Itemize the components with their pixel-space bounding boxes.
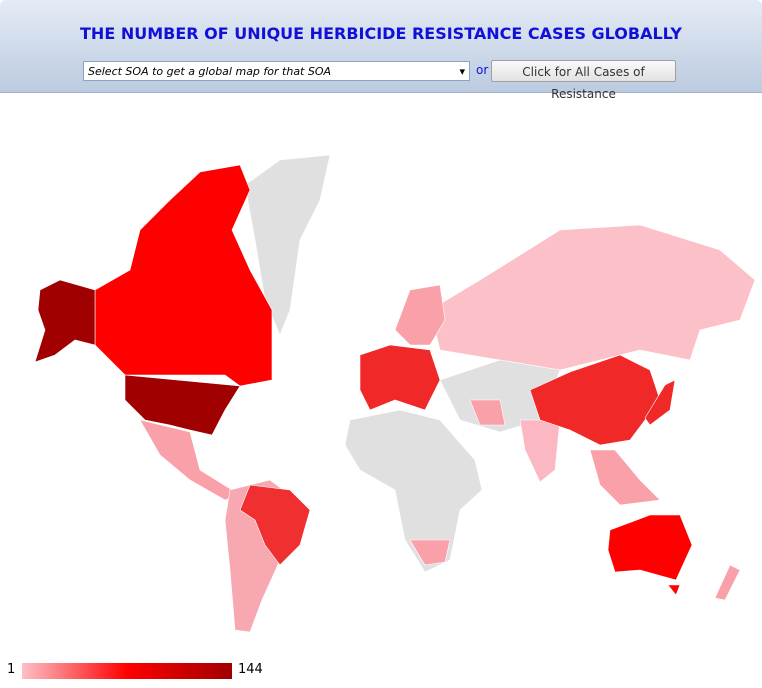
brazil <box>239 484 311 566</box>
canada <box>94 164 273 387</box>
russia <box>429 224 756 371</box>
all-cases-button[interactable]: Click for All Cases of Resistance <box>491 60 676 101</box>
greenland <box>244 154 331 336</box>
iran <box>469 399 506 426</box>
tasmania <box>667 584 681 596</box>
africa <box>344 409 483 573</box>
japan <box>644 379 676 426</box>
usa <box>124 374 241 436</box>
central-america <box>139 419 241 501</box>
legend-bar <box>22 663 232 679</box>
china <box>529 354 661 446</box>
title: THE NUMBER OF UNIQUE HERBICIDE RESISTANC… <box>80 24 682 43</box>
india <box>519 419 561 483</box>
legend-min: 1 <box>7 662 16 677</box>
scandinavia <box>394 284 446 346</box>
australia <box>607 514 693 581</box>
alaska <box>34 279 96 363</box>
new-zealand <box>714 564 741 601</box>
world-map <box>34 154 756 633</box>
soa-select[interactable]: Select SOA to get a global map for that … <box>83 61 470 82</box>
header: THE NUMBER OF UNIQUE HERBICIDE RESISTANC… <box>0 0 762 101</box>
south-africa <box>409 539 451 566</box>
europe <box>359 344 441 411</box>
legend-max: 144 <box>238 662 263 677</box>
or-label: or <box>476 63 489 77</box>
southeast-asia <box>589 449 661 506</box>
